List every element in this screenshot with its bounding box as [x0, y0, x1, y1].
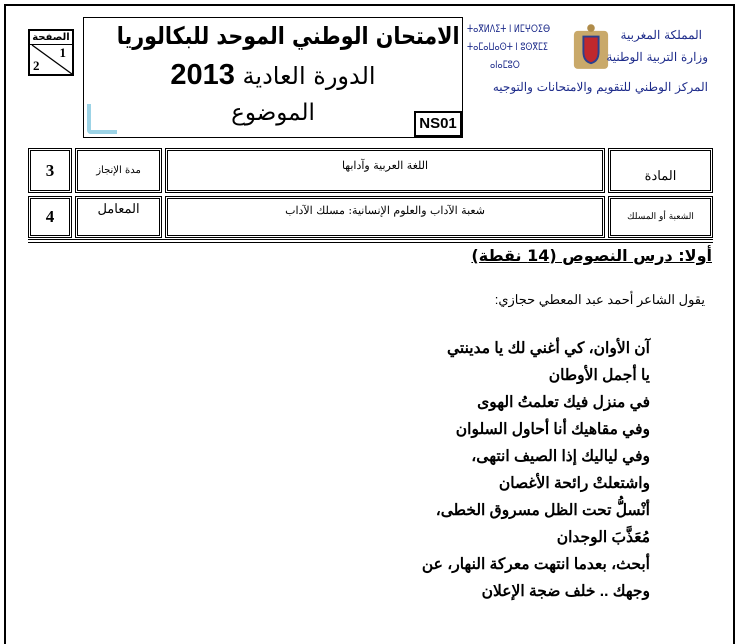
duration-label: مدة الإنجاز	[75, 148, 162, 193]
page-current: 1	[59, 45, 67, 60]
poem-line: يا أجمل الأوطان	[548, 367, 650, 384]
subject-label: المادة	[608, 148, 713, 193]
poem-line: أبحث، بعدما انتهت معركة النهار، عن	[421, 556, 650, 573]
coefficient-value: 4	[28, 196, 72, 238]
session-label: الدورة العادية	[242, 62, 376, 90]
coefficient-label: المعامل	[75, 196, 162, 238]
stream-label: الشعبة أو المسلك	[608, 196, 713, 238]
page-number-box: الصفحة 1 2	[28, 29, 74, 76]
exam-subtitle: الموضوع	[231, 100, 315, 126]
exam-header-box: الامتحان الوطني الموحد للبكالوريا الدورة…	[83, 17, 463, 138]
exam-code: NS01	[414, 111, 462, 137]
center-logo-icon	[87, 104, 117, 134]
poem-line: وفي لياليك إذا الصيف انتهى،	[471, 448, 650, 465]
subject-value: اللغة العربية وآدابها	[165, 148, 605, 193]
double-rule	[28, 239, 713, 243]
tifinagh-line-3: ⴰⵏⴰⵎⵓⵔ	[490, 60, 520, 71]
poem-line: آن الأوان، كي أغني لك يا مدينتي	[446, 340, 650, 357]
ministry-line-2: وزارة التربية الوطنية	[606, 50, 708, 64]
poem-line: وجهك .. خلف ضجة الإعلان	[481, 583, 650, 600]
ministry-line-1: المملكة المغربية	[620, 28, 702, 42]
duration-value: 3	[28, 148, 72, 193]
poem-intro: يقول الشاعر أحمد عبد المعطي حجازي:	[494, 292, 705, 307]
diagonal-divider	[31, 45, 72, 74]
poem-line: وفي مقاهيك أنا أحاول السلوان	[455, 421, 650, 438]
exam-title: الامتحان الوطني الموحد للبكالوريا	[117, 22, 460, 50]
tifinagh-line-2: ⵜⴰⵎⴰⵡⴰⵙⵜ ⵏ ⵓⵙⴳⵎⵉ	[467, 42, 548, 53]
page-total: 2	[33, 58, 40, 73]
page-label: الصفحة	[30, 31, 72, 45]
poem-line: في منزل فيك تعلمتُ الهوى	[477, 394, 650, 411]
poem: آن الأوان، كي أغني لك يا مدينتي يا أجمل …	[422, 335, 650, 605]
poem-line: مُعَذَّبَ الوجدان	[556, 529, 650, 546]
tifinagh-line-1: ⵜⴰⴳⵍⴷⵉⵜ ⵏ ⵍⵎⵖⵔⵉⴱ	[467, 24, 551, 35]
exam-session: الدورة العادية 2013	[84, 58, 462, 93]
poem-line: أنْسلُّ تحت الظل مسروق الخطى،	[435, 502, 650, 519]
coat-of-arms-icon	[573, 24, 609, 69]
stream-value: شعبة الآداب والعلوم الإنسانية: مسلك الآد…	[165, 196, 605, 238]
ministry-line-3: المركز الوطني للتقويم والامتحانات والتوج…	[492, 80, 708, 94]
poem-line: واشتعلتْ رائحة الأغصان	[498, 475, 650, 492]
section-heading: أولا: درس النصوص (14 نقطة)	[471, 246, 712, 265]
exam-year: 2013	[170, 59, 235, 91]
page-border	[4, 4, 735, 644]
